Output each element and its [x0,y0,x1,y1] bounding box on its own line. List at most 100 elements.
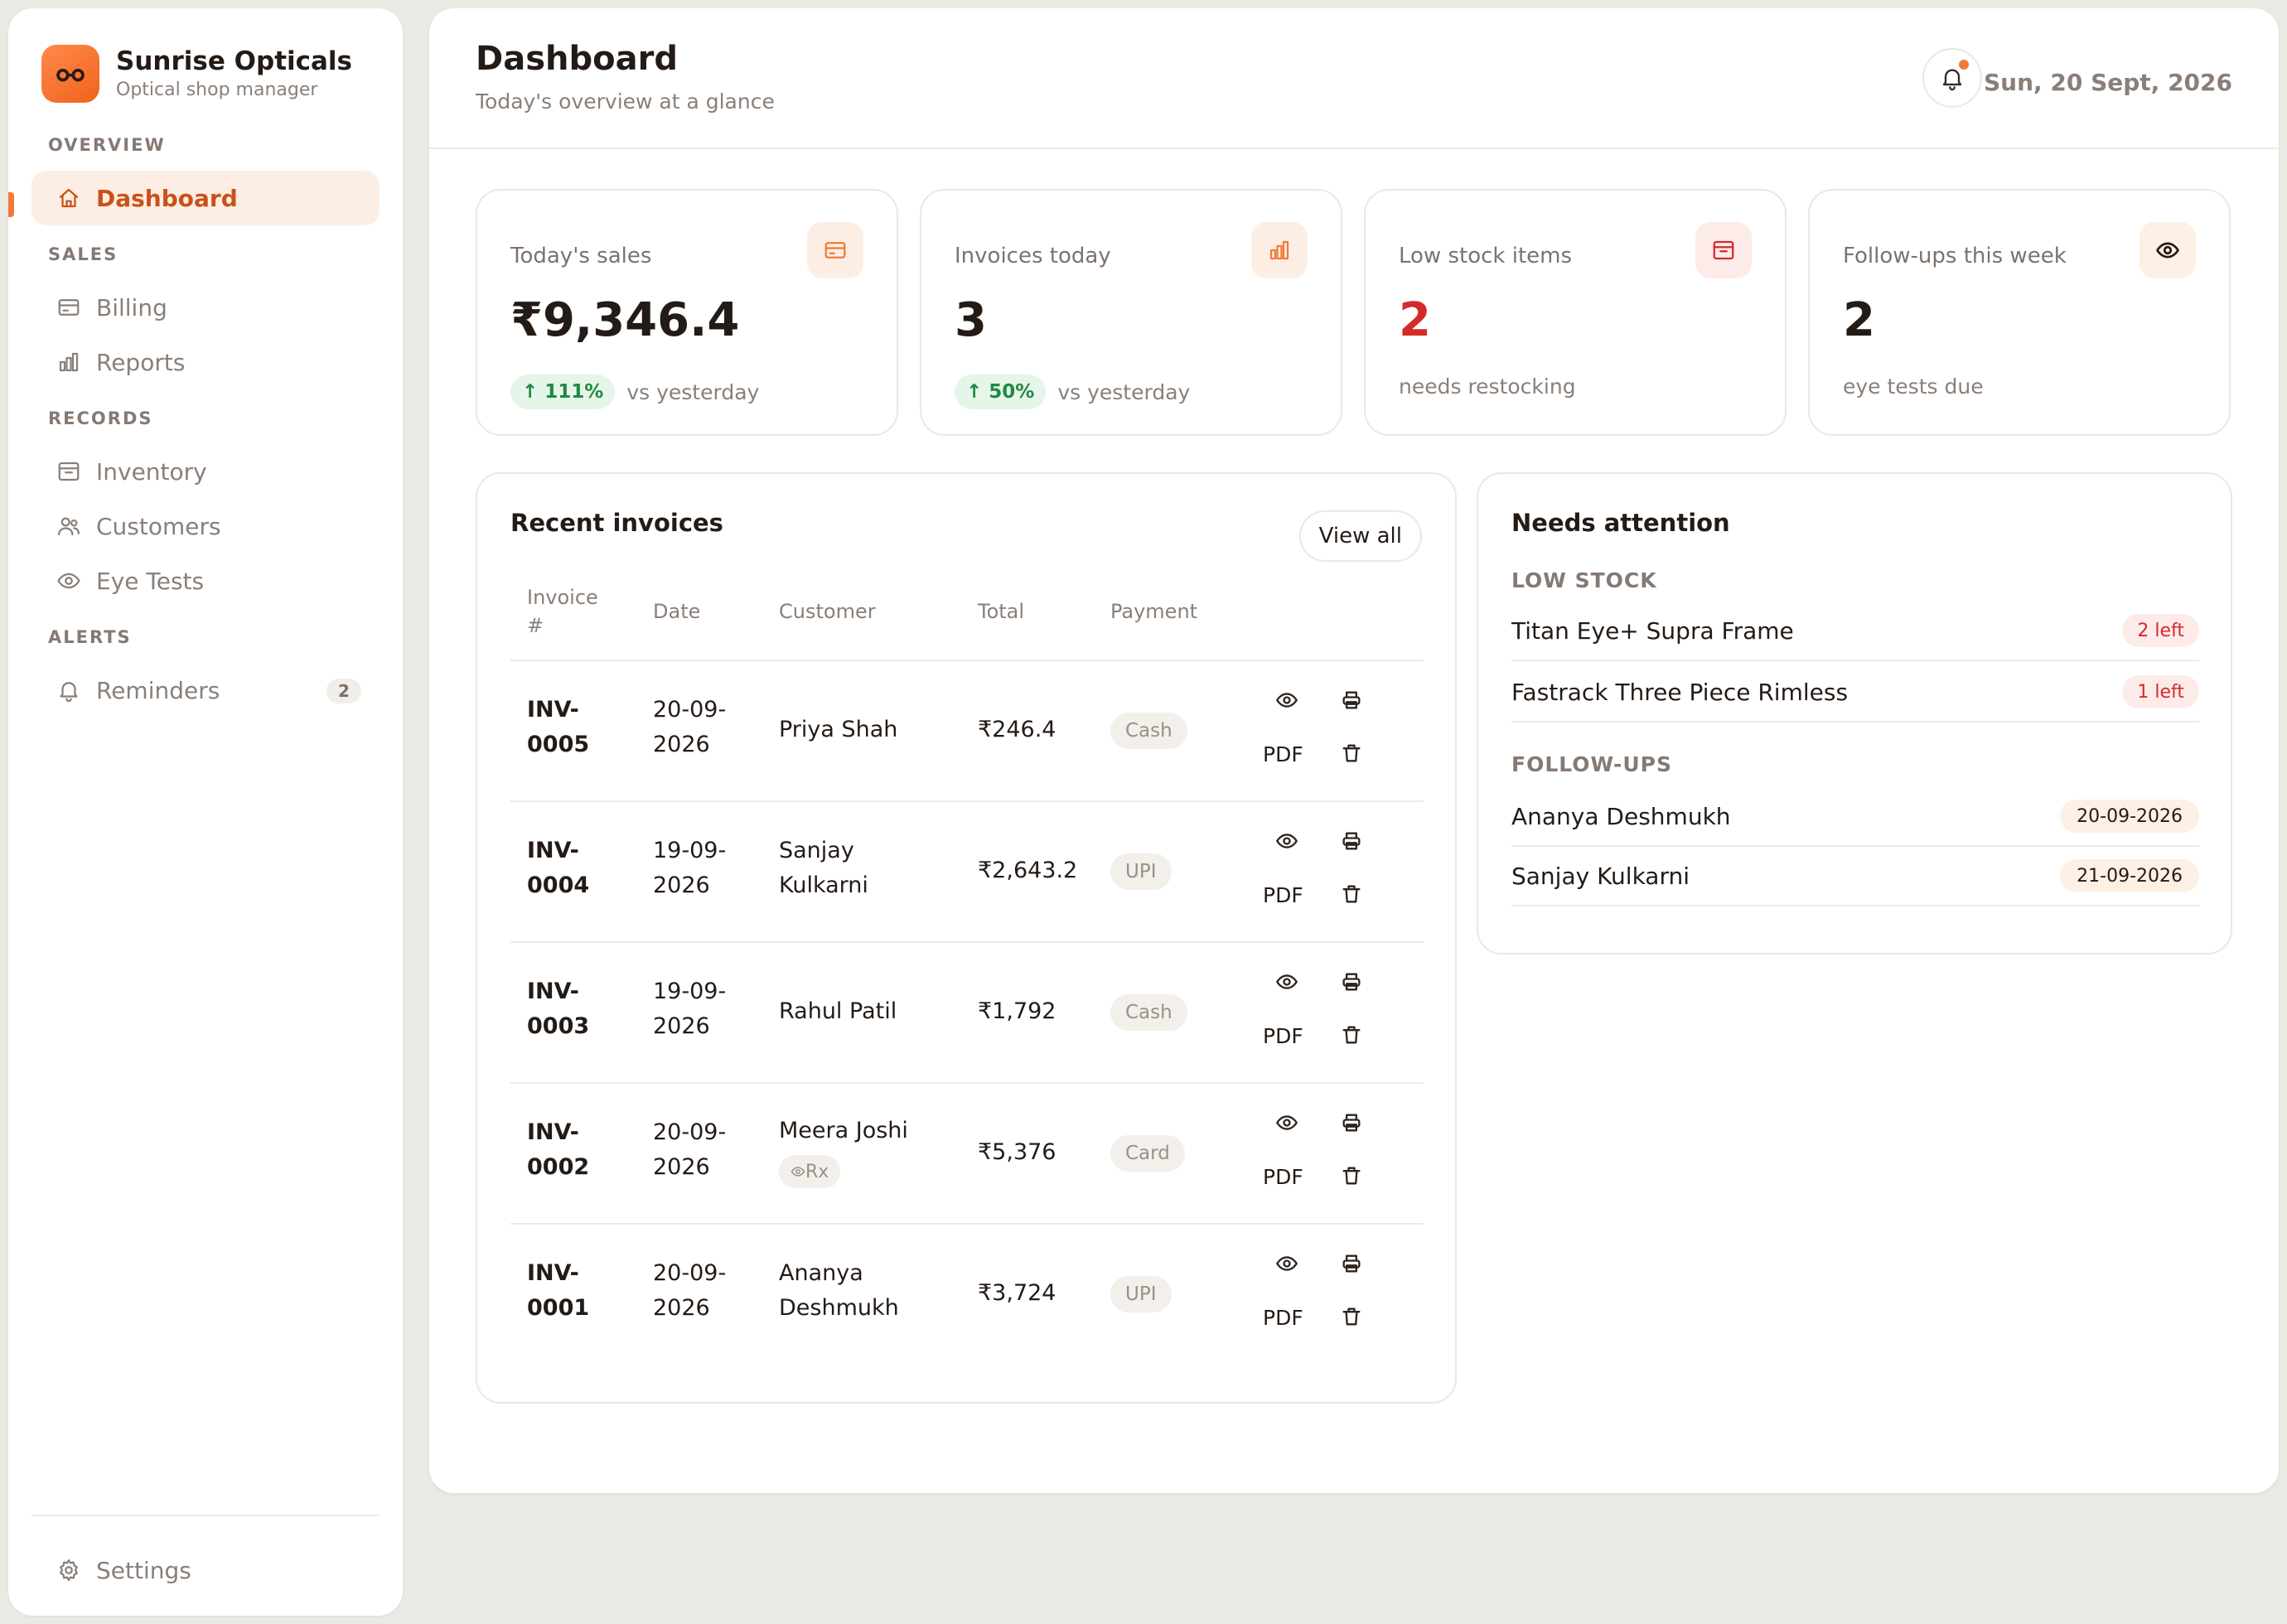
low-stock-item-name: Titan Eye+ Supra Frame [1511,616,1794,645]
trash-icon[interactable] [1339,1304,1364,1329]
stock-left-badge: 2 left [2122,614,2199,647]
sidebar: Sunrise Opticals Optical shop manager OV… [8,8,403,1616]
sidebar-item-label: Dashboard [96,184,238,212]
table-row[interactable]: INV-0002 20-09-2026 Meera Joshi Rx ₹5,37… [510,1084,1424,1225]
pdf-download-link[interactable]: PDF [1263,1024,1303,1048]
sidebar-item-settings[interactable]: Settings [31,1543,380,1597]
invoice-total: ₹1,792 [978,998,1056,1024]
pdf-download-link[interactable]: PDF [1263,1165,1303,1189]
sidebar-item-label: Reports [96,348,186,376]
list-item[interactable]: Fastrack Three Piece Rimless 1 left [1511,663,2199,723]
print-icon[interactable] [1339,688,1364,713]
list-item[interactable]: Ananya Deshmukh 20-09-2026 [1511,787,2199,847]
stat-note: vs yesterday [1057,379,1191,404]
main-panel: Dashboard Today's overview at a glance S… [429,8,2279,1493]
trash-icon[interactable] [1339,741,1364,766]
view-all-button[interactable]: View all [1298,510,1422,562]
view-icon[interactable] [1274,1251,1299,1276]
pdf-download-link[interactable]: PDF [1263,742,1303,766]
invoice-date: 19-09-2026 [653,979,727,1039]
notifications-button[interactable] [1922,48,1982,108]
sidebar-item-dashboard[interactable]: Dashboard [31,171,380,225]
payment-badge: Cash [1110,713,1187,749]
view-icon[interactable] [1274,688,1299,713]
low-stock-heading: LOW STOCK [1511,568,1657,592]
follow-up-name: Ananya Deshmukh [1511,802,1731,830]
invoice-number: INV-0005 [527,697,590,757]
table-row[interactable]: INV-0005 20-09-2026 Priya Shah ₹246.4 Ca… [510,661,1424,802]
nav-section-alerts: ALERTS [48,627,132,647]
brand[interactable]: Sunrise Opticals Optical shop manager [41,45,352,103]
eye-icon [56,568,81,593]
trash-icon[interactable] [1339,882,1364,906]
stat-value: 3 [955,293,987,347]
view-icon[interactable] [1274,829,1299,853]
invoice-date: 20-09-2026 [653,697,727,757]
payment-badge: Card [1110,1135,1185,1172]
print-icon[interactable] [1339,829,1364,853]
invoice-total: ₹2,643.2 [978,858,1078,883]
stat-note: needs restocking [1399,375,1576,399]
bar-chart-icon [56,350,81,375]
sidebar-item-eye-tests[interactable]: Eye Tests [31,553,380,608]
table-row[interactable]: INV-0001 20-09-2026 Ananya Deshmukh ₹3,7… [510,1225,1424,1365]
credit-card-icon [807,222,863,278]
trend-badge: ↑ 111% [510,375,616,409]
invoice-number: INV-0004 [527,838,590,898]
reminders-count-badge: 2 [326,679,361,703]
column-header-total: Total [978,600,1025,623]
list-item[interactable]: Titan Eye+ Supra Frame 2 left [1511,602,2199,661]
list-item[interactable]: Sanjay Kulkarni 21-09-2026 [1511,847,2199,906]
print-icon[interactable] [1339,969,1364,994]
view-icon[interactable] [1274,1110,1299,1135]
sidebar-item-label: Settings [96,1556,191,1584]
invoice-total: ₹5,376 [978,1139,1056,1165]
column-header-invoice: Invoice # [527,586,598,637]
stat-card-todays-sales: Today's sales ₹9,346.4 ↑ 111% vs yesterd… [476,189,898,436]
print-icon[interactable] [1339,1251,1364,1276]
pdf-download-link[interactable]: PDF [1263,883,1303,907]
active-nav-marker [8,192,14,217]
table-row[interactable]: INV-0003 19-09-2026 Rahul Patil ₹1,792 C… [510,943,1424,1084]
sidebar-item-reports[interactable]: Reports [31,335,380,389]
sidebar-item-inventory[interactable]: Inventory [31,444,380,499]
brand-subtitle: Optical shop manager [116,80,318,100]
bell-icon [56,678,81,703]
trash-icon[interactable] [1339,1163,1364,1188]
current-date: Sun, 20 Sept, 2026 [1983,69,2232,96]
invoice-customer: Rahul Patil [779,998,897,1024]
payment-badge: UPI [1110,1276,1172,1312]
stat-note: vs yesterday [626,379,760,404]
sidebar-item-reminders[interactable]: Reminders 2 [31,663,380,718]
sidebar-item-billing[interactable]: Billing [31,280,380,335]
low-stock-item-name: Fastrack Three Piece Rimless [1511,678,1849,706]
stat-card-low-stock: Low stock items 2 needs restocking [1364,189,1787,436]
sidebar-item-label: Billing [96,293,167,321]
nav-section-sales: SALES [48,244,118,264]
credit-card-icon [56,295,81,320]
view-icon[interactable] [1274,969,1299,994]
print-icon[interactable] [1339,1110,1364,1135]
recent-invoices-card: Recent invoices View all Invoice # Date … [476,472,1457,1404]
invoice-total: ₹246.4 [978,717,1056,742]
sidebar-item-customers[interactable]: Customers [31,499,380,553]
pdf-download-link[interactable]: PDF [1263,1306,1303,1330]
stat-label: Today's sales [510,244,652,268]
trash-icon[interactable] [1339,1022,1364,1047]
eye-icon [791,1164,805,1179]
brand-name: Sunrise Opticals [116,46,353,76]
invoice-date: 20-09-2026 [653,1260,727,1321]
stat-value: 2 [1843,293,1875,347]
header-divider [510,660,1424,661]
notification-dot [1959,60,1969,70]
trend-badge: ↑ 50% [955,375,1047,409]
table-row[interactable]: INV-0004 19-09-2026 Sanjay Kulkarni ₹2,6… [510,802,1424,943]
payment-badge: Cash [1110,994,1187,1031]
stat-note: eye tests due [1843,375,1984,399]
archive-icon [56,459,81,484]
gear-icon [56,1558,81,1583]
nav-section-overview: OVERVIEW [48,135,166,155]
payment-badge: UPI [1110,853,1172,890]
invoice-customer: Priya Shah [779,717,898,742]
sidebar-item-label: Inventory [96,457,207,486]
